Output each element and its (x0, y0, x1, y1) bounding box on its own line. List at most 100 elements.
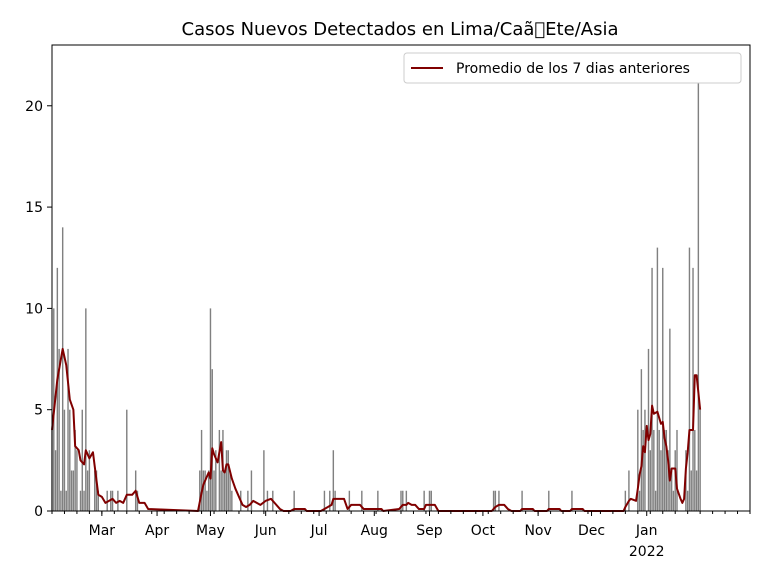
bar (498, 490, 500, 511)
bar (669, 328, 671, 511)
bar (329, 490, 331, 511)
bar (263, 450, 265, 511)
bar (402, 490, 404, 511)
bar (332, 450, 335, 511)
bar (638, 490, 641, 511)
bar (688, 247, 691, 512)
bar (494, 490, 497, 511)
bar (206, 490, 208, 511)
x-tick-label: Mar (89, 523, 116, 539)
bar (672, 490, 675, 511)
bar (215, 450, 217, 511)
bar (492, 490, 495, 511)
bar (200, 429, 203, 511)
bar (231, 490, 233, 511)
y-tick-label: 10 (25, 301, 43, 317)
bar (521, 490, 523, 511)
bar (423, 490, 425, 511)
bar (699, 409, 701, 511)
x-tick-label: May (196, 523, 225, 539)
bar (649, 450, 651, 511)
bar (676, 429, 678, 511)
bar (207, 470, 210, 511)
bar (209, 308, 212, 511)
bar (361, 490, 363, 511)
chart-title: Casos Nuevos Detectados en Lima/Caã Ete/… (182, 19, 619, 40)
x-tick-label: Dec (578, 523, 605, 539)
bar (83, 490, 85, 511)
bar (74, 429, 76, 511)
bar (63, 409, 66, 511)
line-series (51, 347, 702, 512)
bar (94, 470, 96, 511)
bar (428, 490, 431, 511)
x-tick-label: Jun (254, 523, 277, 539)
bar (548, 490, 550, 511)
bar (229, 470, 231, 511)
axes: 0 5 10 15 20 Mar Apr May Jun Jul Aug Sep Oct Nov Dec Ja… (25, 44, 751, 560)
x-tick-label: Jul (310, 523, 328, 539)
bar (348, 490, 351, 511)
bar (377, 490, 379, 511)
y-tick-label: 15 (25, 200, 43, 216)
bar (69, 409, 71, 511)
bar (670, 470, 673, 511)
bar (662, 267, 664, 511)
bar (293, 490, 295, 511)
bar (692, 267, 694, 511)
bar (227, 450, 229, 511)
line-series-path (51, 347, 702, 512)
bar (405, 490, 408, 511)
bar (647, 348, 650, 511)
bar (224, 470, 226, 511)
bar-series (51, 65, 701, 512)
x-tick-label: Oct (471, 523, 496, 539)
bar (642, 429, 644, 511)
bar (111, 490, 114, 511)
bar (56, 267, 59, 511)
bar (88, 450, 91, 511)
bar (61, 227, 64, 511)
bar (660, 450, 662, 511)
legend-label: Promedio de los 7 dias anteriores (456, 61, 690, 77)
bar (334, 490, 336, 511)
bar (250, 470, 253, 511)
bar (686, 490, 689, 511)
bar (430, 490, 432, 511)
bar (637, 409, 639, 511)
bar (60, 490, 62, 511)
bar (665, 429, 668, 511)
bar (218, 429, 221, 511)
bar (204, 470, 206, 511)
bar (247, 490, 249, 511)
bar (571, 490, 573, 511)
bar (126, 409, 128, 511)
x-tick-label: Aug (361, 523, 388, 539)
bar (54, 450, 57, 511)
bar (640, 369, 643, 511)
bar (624, 490, 627, 511)
legend: Promedio de los 7 dias anteriores (403, 52, 742, 84)
bar (79, 490, 82, 511)
bar (213, 470, 215, 511)
bar (674, 450, 676, 511)
x-tick-label: Jan (635, 523, 658, 539)
bar (400, 490, 402, 511)
bar (656, 247, 659, 512)
y-tick-label: 0 (34, 504, 43, 520)
bar (323, 490, 326, 511)
y-tick-label: 5 (34, 403, 43, 419)
bar (220, 470, 222, 511)
bar (653, 429, 655, 511)
bar (199, 470, 201, 511)
bar (58, 348, 60, 511)
x-tick-sublabel: 2022 (629, 544, 665, 560)
x-tick-label: Apr (145, 523, 169, 539)
bar (663, 429, 666, 511)
bar (628, 470, 630, 511)
bar (72, 470, 75, 511)
bar (651, 267, 653, 511)
bar (667, 450, 669, 511)
